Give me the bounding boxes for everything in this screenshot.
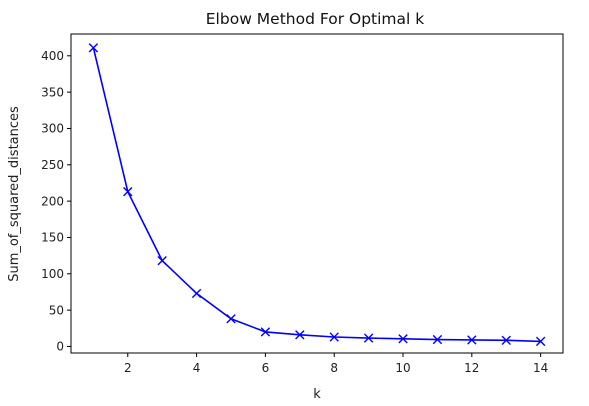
y-tick-label: 300 [41,122,64,136]
y-tick-label: 100 [41,267,64,281]
data-point-marker [501,335,511,345]
y-tick-label: 200 [41,194,64,208]
data-point-marker [467,335,477,345]
y-tick-label: 0 [56,340,64,354]
x-tick-label: 12 [464,361,479,375]
y-axis-ticks: 0 50 100 150 200 250 300 350 400 [41,49,71,354]
y-tick-label: 50 [49,303,64,317]
data-point-marker [88,43,99,53]
plot-frame [70,33,564,354]
y-axis-label: Sum_of_squared_distances [7,106,22,282]
y-tick-label: 350 [41,85,64,99]
series-line [92,47,541,343]
y-tick-label: 250 [41,158,64,172]
y-tick-label: 150 [41,231,64,245]
x-axis-ticks: 2 4 6 8 10 12 14 [124,353,548,375]
data-point-marker [191,288,202,299]
data-point-marker [295,330,305,340]
x-tick-label: 4 [193,361,201,375]
data-point-marker [123,186,133,197]
x-tick-label: 6 [262,361,270,375]
data-point-marker [363,333,374,343]
x-tick-label: 2 [124,361,132,375]
data-point-marker [398,334,408,344]
series-markers [88,43,546,347]
data-point-marker [329,332,339,342]
x-axis-label: k [313,387,321,402]
y-tick-label: 400 [41,49,64,63]
x-tick-label: 8 [330,361,338,375]
data-point-marker [260,327,271,337]
x-tick-label: 14 [533,361,548,375]
data-point-marker [226,314,236,324]
data-point-marker [535,336,546,347]
chart-title: Elbow Method For Optimal k [206,10,424,28]
data-point-marker [432,334,443,345]
data-point-marker [157,256,167,266]
x-tick-label: 10 [395,361,410,375]
